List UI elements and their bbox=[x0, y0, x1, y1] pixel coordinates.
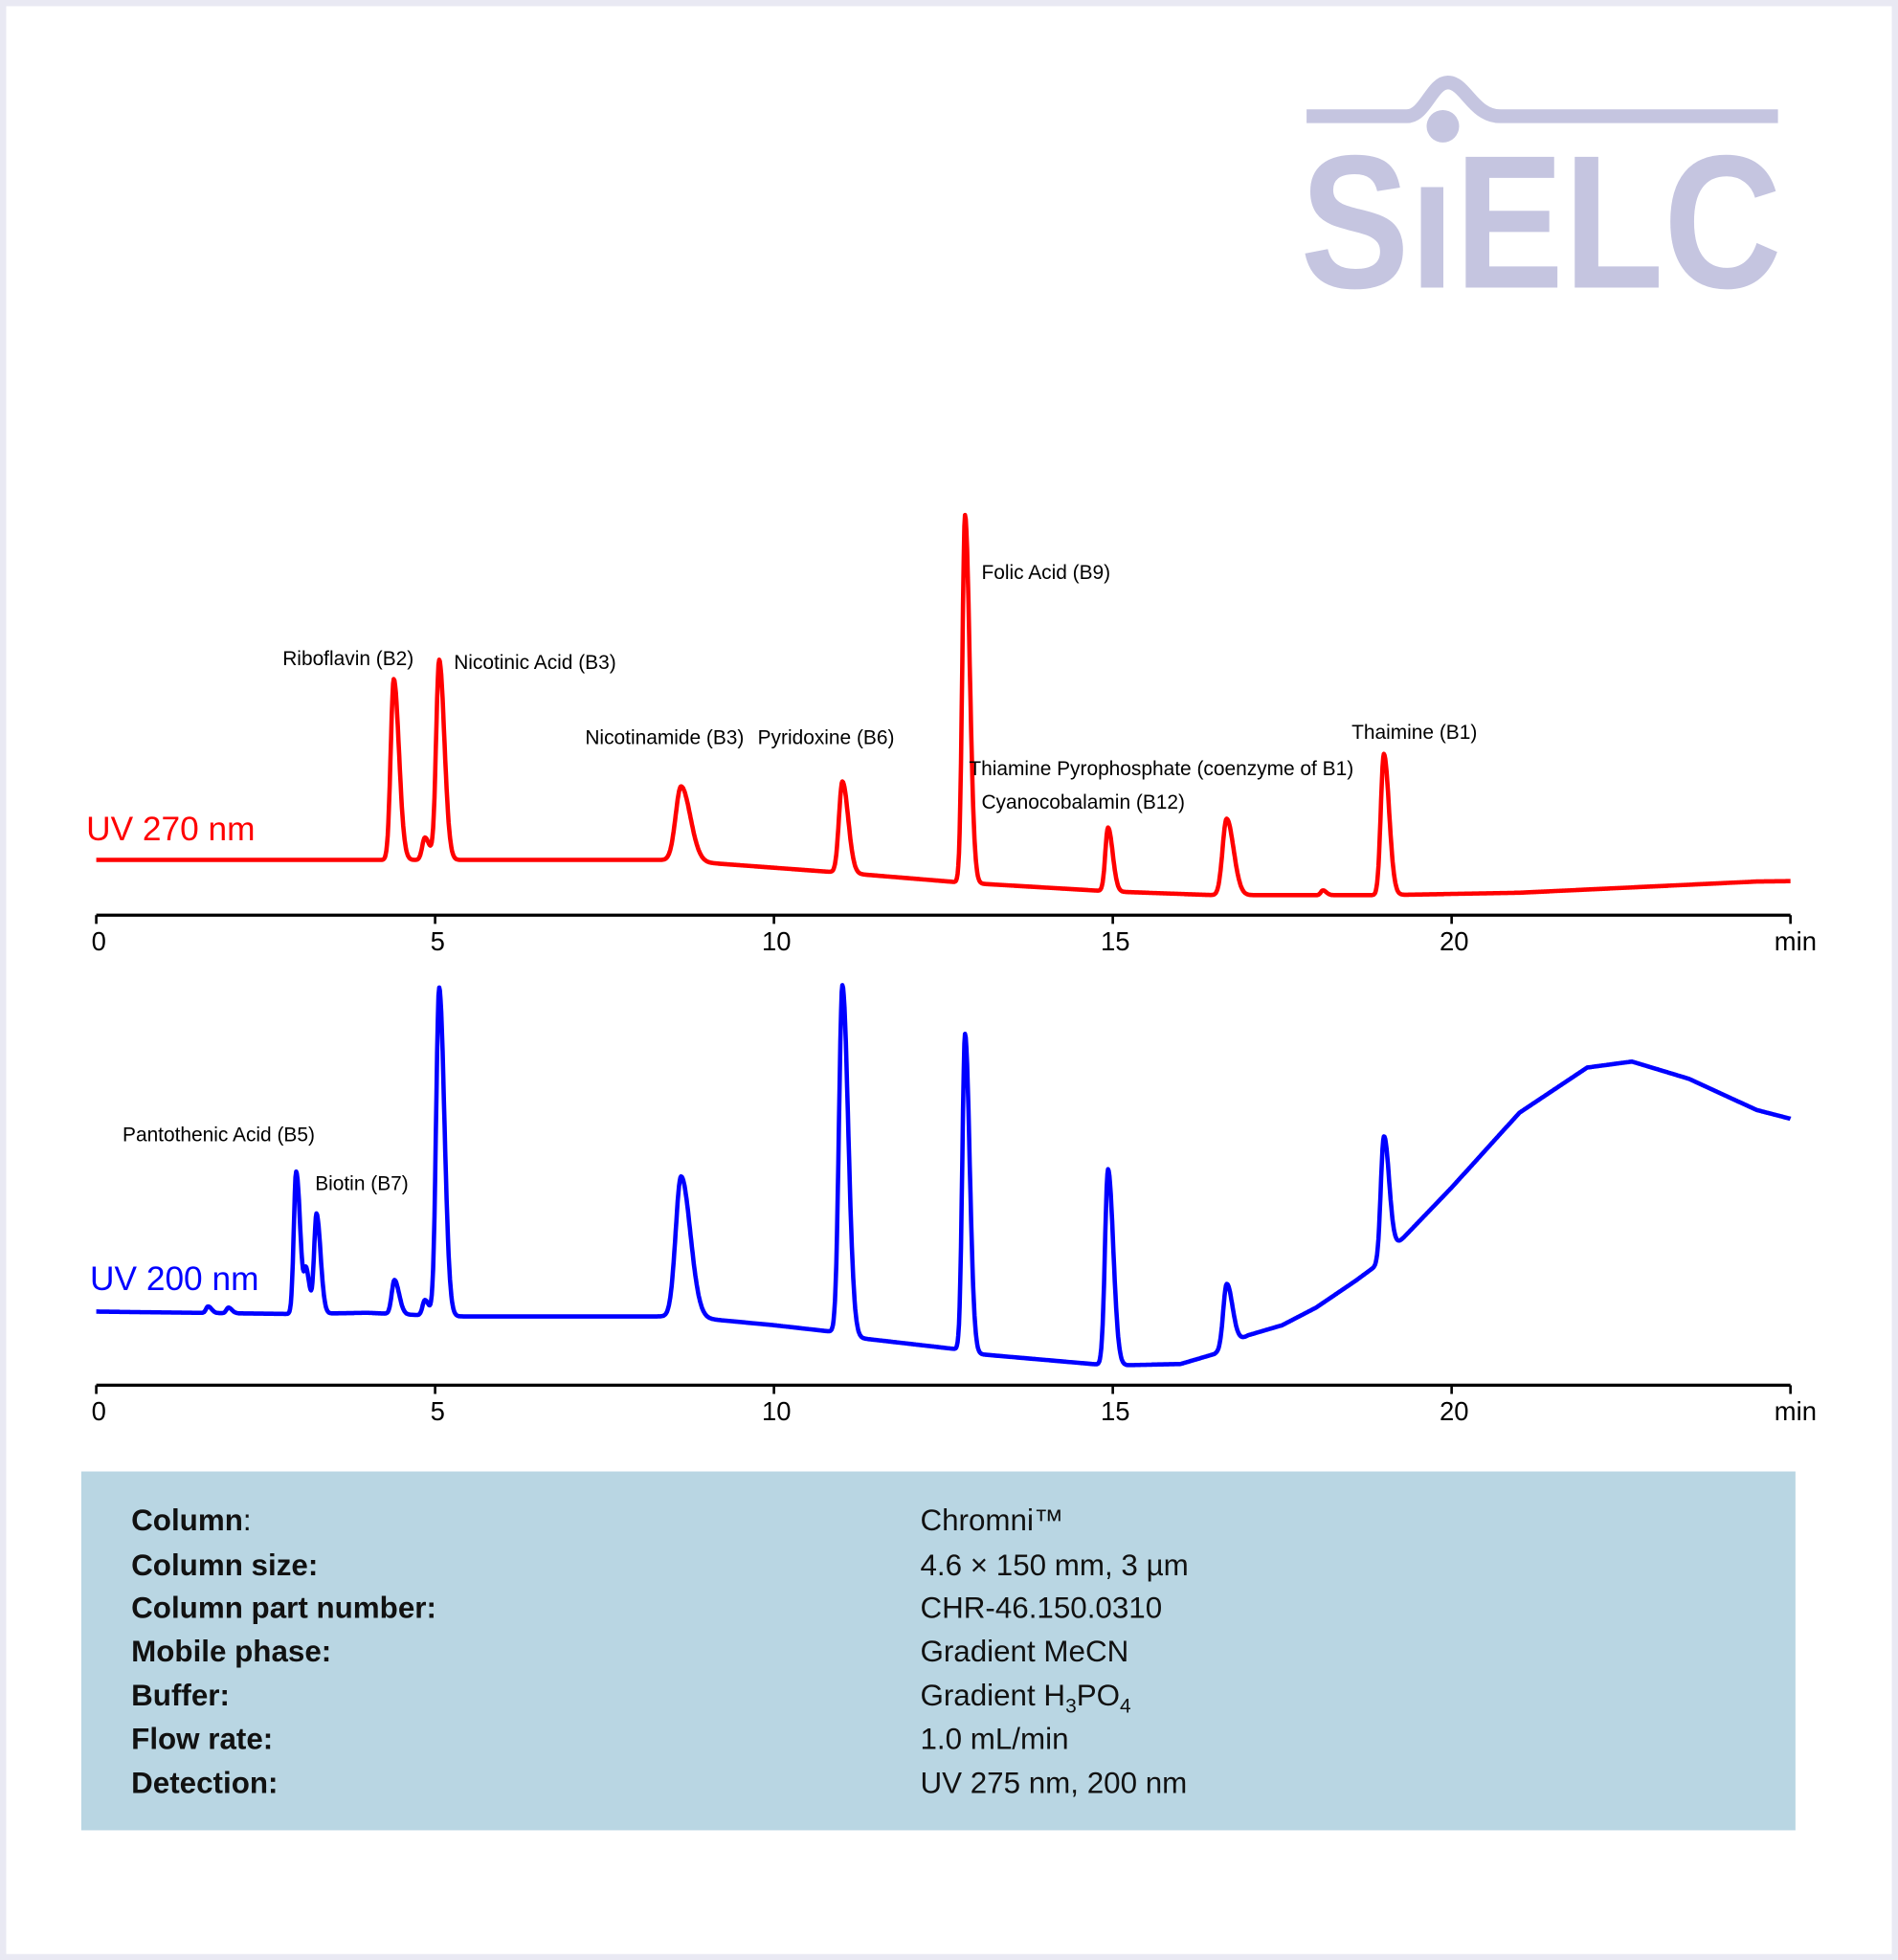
peak-label: Thiamine Pyrophosphate (coenzyme of B1) bbox=[969, 758, 1353, 780]
series-line bbox=[94, 512, 1793, 898]
x-tick-label: 0 bbox=[92, 1396, 106, 1426]
condition-value: CHR-46.150.0310 bbox=[920, 1591, 1163, 1626]
condition-row-column-size: Column size: 4.6 × 150 mm, 3 µm bbox=[131, 1548, 1189, 1585]
x-tick-label: 15 bbox=[1101, 926, 1130, 956]
condition-row-column: Column: Chromni™ bbox=[131, 1503, 1063, 1540]
peak-label: Riboflavin (B2) bbox=[282, 648, 413, 670]
x-tick-label: 15 bbox=[1101, 1396, 1130, 1426]
condition-row-mobile-phase: Mobile phase: Gradient MeCN bbox=[131, 1635, 1128, 1671]
series-line bbox=[94, 983, 1793, 1368]
x-axis-label: min bbox=[1775, 1396, 1817, 1426]
series-label: UV 270 nm bbox=[86, 811, 255, 848]
series-label: UV 200 nm bbox=[90, 1260, 258, 1298]
condition-suffix: : bbox=[242, 1503, 252, 1538]
x-tick-label: 10 bbox=[762, 1396, 792, 1426]
condition-value: Chromni™ bbox=[920, 1503, 1064, 1538]
condition-row-detection: Detection: UV 275 nm, 200 nm bbox=[131, 1766, 1187, 1802]
condition-label: Column bbox=[131, 1503, 243, 1538]
peak-label: Pantothenic Acid (B5) bbox=[123, 1125, 315, 1147]
condition-value: 4.6 × 150 mm, 3 µm bbox=[920, 1548, 1189, 1583]
condition-label: Column size: bbox=[131, 1548, 319, 1583]
buffer-subscript: 4 bbox=[1120, 1696, 1131, 1718]
condition-value: Gradient MeCN bbox=[920, 1635, 1129, 1669]
peak-label: Pyridoxine (B6) bbox=[758, 726, 895, 748]
peak-label: Thaimine (B1) bbox=[1351, 722, 1477, 744]
svg-text:SıELC: SıELC bbox=[1301, 116, 1782, 303]
condition-row-part-number: Column part number: CHR-46.150.0310 bbox=[131, 1591, 1162, 1627]
sielc-logo: SıELC bbox=[1301, 76, 1782, 303]
x-tick-label: 10 bbox=[762, 926, 792, 956]
peak-label: Folic Acid (B9) bbox=[981, 562, 1110, 584]
buffer-subscript: 3 bbox=[1065, 1696, 1077, 1718]
buffer-text: PO bbox=[1076, 1679, 1121, 1713]
peak-label: Biotin (B7) bbox=[315, 1173, 409, 1195]
peak-label: Nicotinic Acid (B3) bbox=[454, 652, 616, 674]
condition-label: Column part number: bbox=[131, 1591, 436, 1626]
peak-label: Nicotinamide (B3) bbox=[585, 726, 744, 748]
buffer-text: Gradient H bbox=[920, 1679, 1066, 1713]
condition-label: Mobile phase: bbox=[131, 1635, 332, 1669]
condition-value: 1.0 mL/min bbox=[920, 1723, 1069, 1757]
x-tick-label: 20 bbox=[1440, 926, 1469, 956]
condition-value: Gradient H3PO4 bbox=[920, 1679, 1130, 1719]
x-tick-label: 20 bbox=[1440, 1396, 1469, 1426]
x-tick-label: 0 bbox=[92, 926, 106, 956]
x-axis-label: min bbox=[1775, 926, 1817, 956]
peak-label: Cyanocobalamin (B12) bbox=[981, 791, 1185, 813]
condition-row-buffer: Buffer: Gradient H3PO4 bbox=[131, 1679, 1130, 1717]
condition-row-flow-rate: Flow rate: 1.0 mL/min bbox=[131, 1723, 1068, 1758]
condition-label: Detection: bbox=[131, 1766, 279, 1801]
conditions-panel: Column: Chromni™ Column size: 4.6 × 150 mm… bbox=[80, 1471, 1796, 1831]
condition-label: Buffer: bbox=[131, 1679, 230, 1713]
x-tick-label: 5 bbox=[431, 926, 445, 956]
condition-value: UV 275 nm, 200 nm bbox=[920, 1766, 1188, 1801]
x-tick-label: 5 bbox=[431, 1396, 445, 1426]
condition-label: Flow rate: bbox=[131, 1723, 274, 1757]
